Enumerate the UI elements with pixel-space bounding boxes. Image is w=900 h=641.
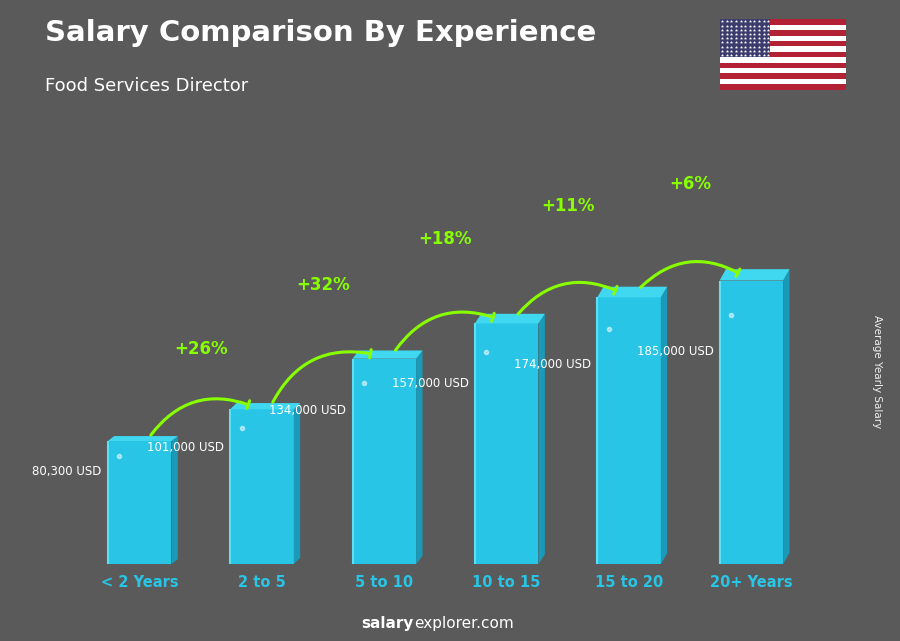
Text: +32%: +32%	[296, 276, 350, 294]
Polygon shape	[416, 351, 422, 564]
Bar	[720, 79, 846, 85]
Polygon shape	[661, 287, 667, 564]
Polygon shape	[475, 314, 544, 324]
Text: +26%: +26%	[174, 340, 228, 358]
Bar	[720, 57, 846, 63]
Bar	[720, 63, 846, 68]
Polygon shape	[108, 441, 171, 564]
Text: 101,000 USD: 101,000 USD	[147, 442, 224, 454]
Polygon shape	[783, 269, 789, 564]
Text: +18%: +18%	[418, 230, 472, 248]
Polygon shape	[720, 281, 783, 564]
Text: Average Yearly Salary: Average Yearly Salary	[872, 315, 883, 428]
Text: +6%: +6%	[670, 176, 711, 194]
Bar	[720, 85, 846, 90]
Polygon shape	[353, 351, 422, 359]
Text: 174,000 USD: 174,000 USD	[514, 358, 591, 370]
Bar	[720, 68, 846, 74]
Polygon shape	[108, 436, 178, 441]
Bar	[720, 46, 846, 52]
Polygon shape	[598, 297, 661, 564]
Text: 185,000 USD: 185,000 USD	[636, 345, 714, 358]
Polygon shape	[538, 314, 544, 564]
Text: Salary Comparison By Experience: Salary Comparison By Experience	[45, 19, 596, 47]
Polygon shape	[293, 403, 301, 564]
Bar	[720, 35, 846, 41]
Polygon shape	[720, 269, 789, 281]
Bar	[720, 52, 846, 57]
Polygon shape	[598, 287, 667, 297]
Bar	[720, 41, 846, 46]
Bar	[720, 30, 846, 35]
Text: Food Services Director: Food Services Director	[45, 77, 248, 95]
Bar	[720, 19, 846, 24]
Text: explorer.com: explorer.com	[414, 617, 514, 631]
Text: 134,000 USD: 134,000 USD	[269, 404, 346, 417]
Bar	[720, 74, 846, 79]
Text: 157,000 USD: 157,000 USD	[392, 377, 469, 390]
Polygon shape	[230, 403, 301, 409]
Text: +11%: +11%	[541, 197, 595, 215]
Polygon shape	[171, 436, 178, 564]
Text: salary: salary	[362, 617, 414, 631]
Bar	[720, 24, 846, 30]
Polygon shape	[230, 409, 293, 564]
Polygon shape	[475, 324, 538, 564]
Text: 80,300 USD: 80,300 USD	[32, 465, 102, 478]
Polygon shape	[353, 359, 416, 564]
Bar	[720, 19, 770, 57]
